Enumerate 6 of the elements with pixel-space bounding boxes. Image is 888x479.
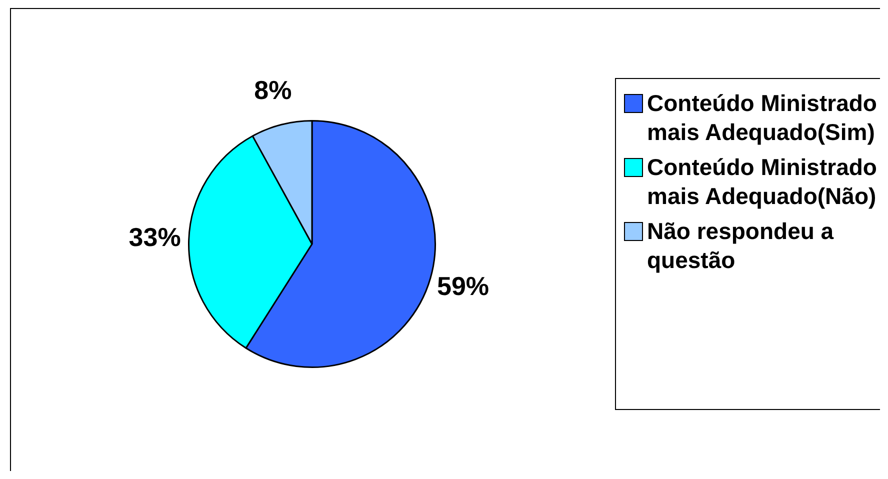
data-label: 8% [254, 74, 292, 105]
data-label: 59% [436, 271, 490, 302]
legend-label: Não respondeu a questão [647, 217, 835, 275]
legend-label: Conteúdo Ministrado mais Adequado(Sim) [647, 89, 878, 147]
legend-label: Conteúdo Ministrado mais Adequado(Não) [647, 153, 878, 211]
data-label: 33% [128, 222, 181, 252]
